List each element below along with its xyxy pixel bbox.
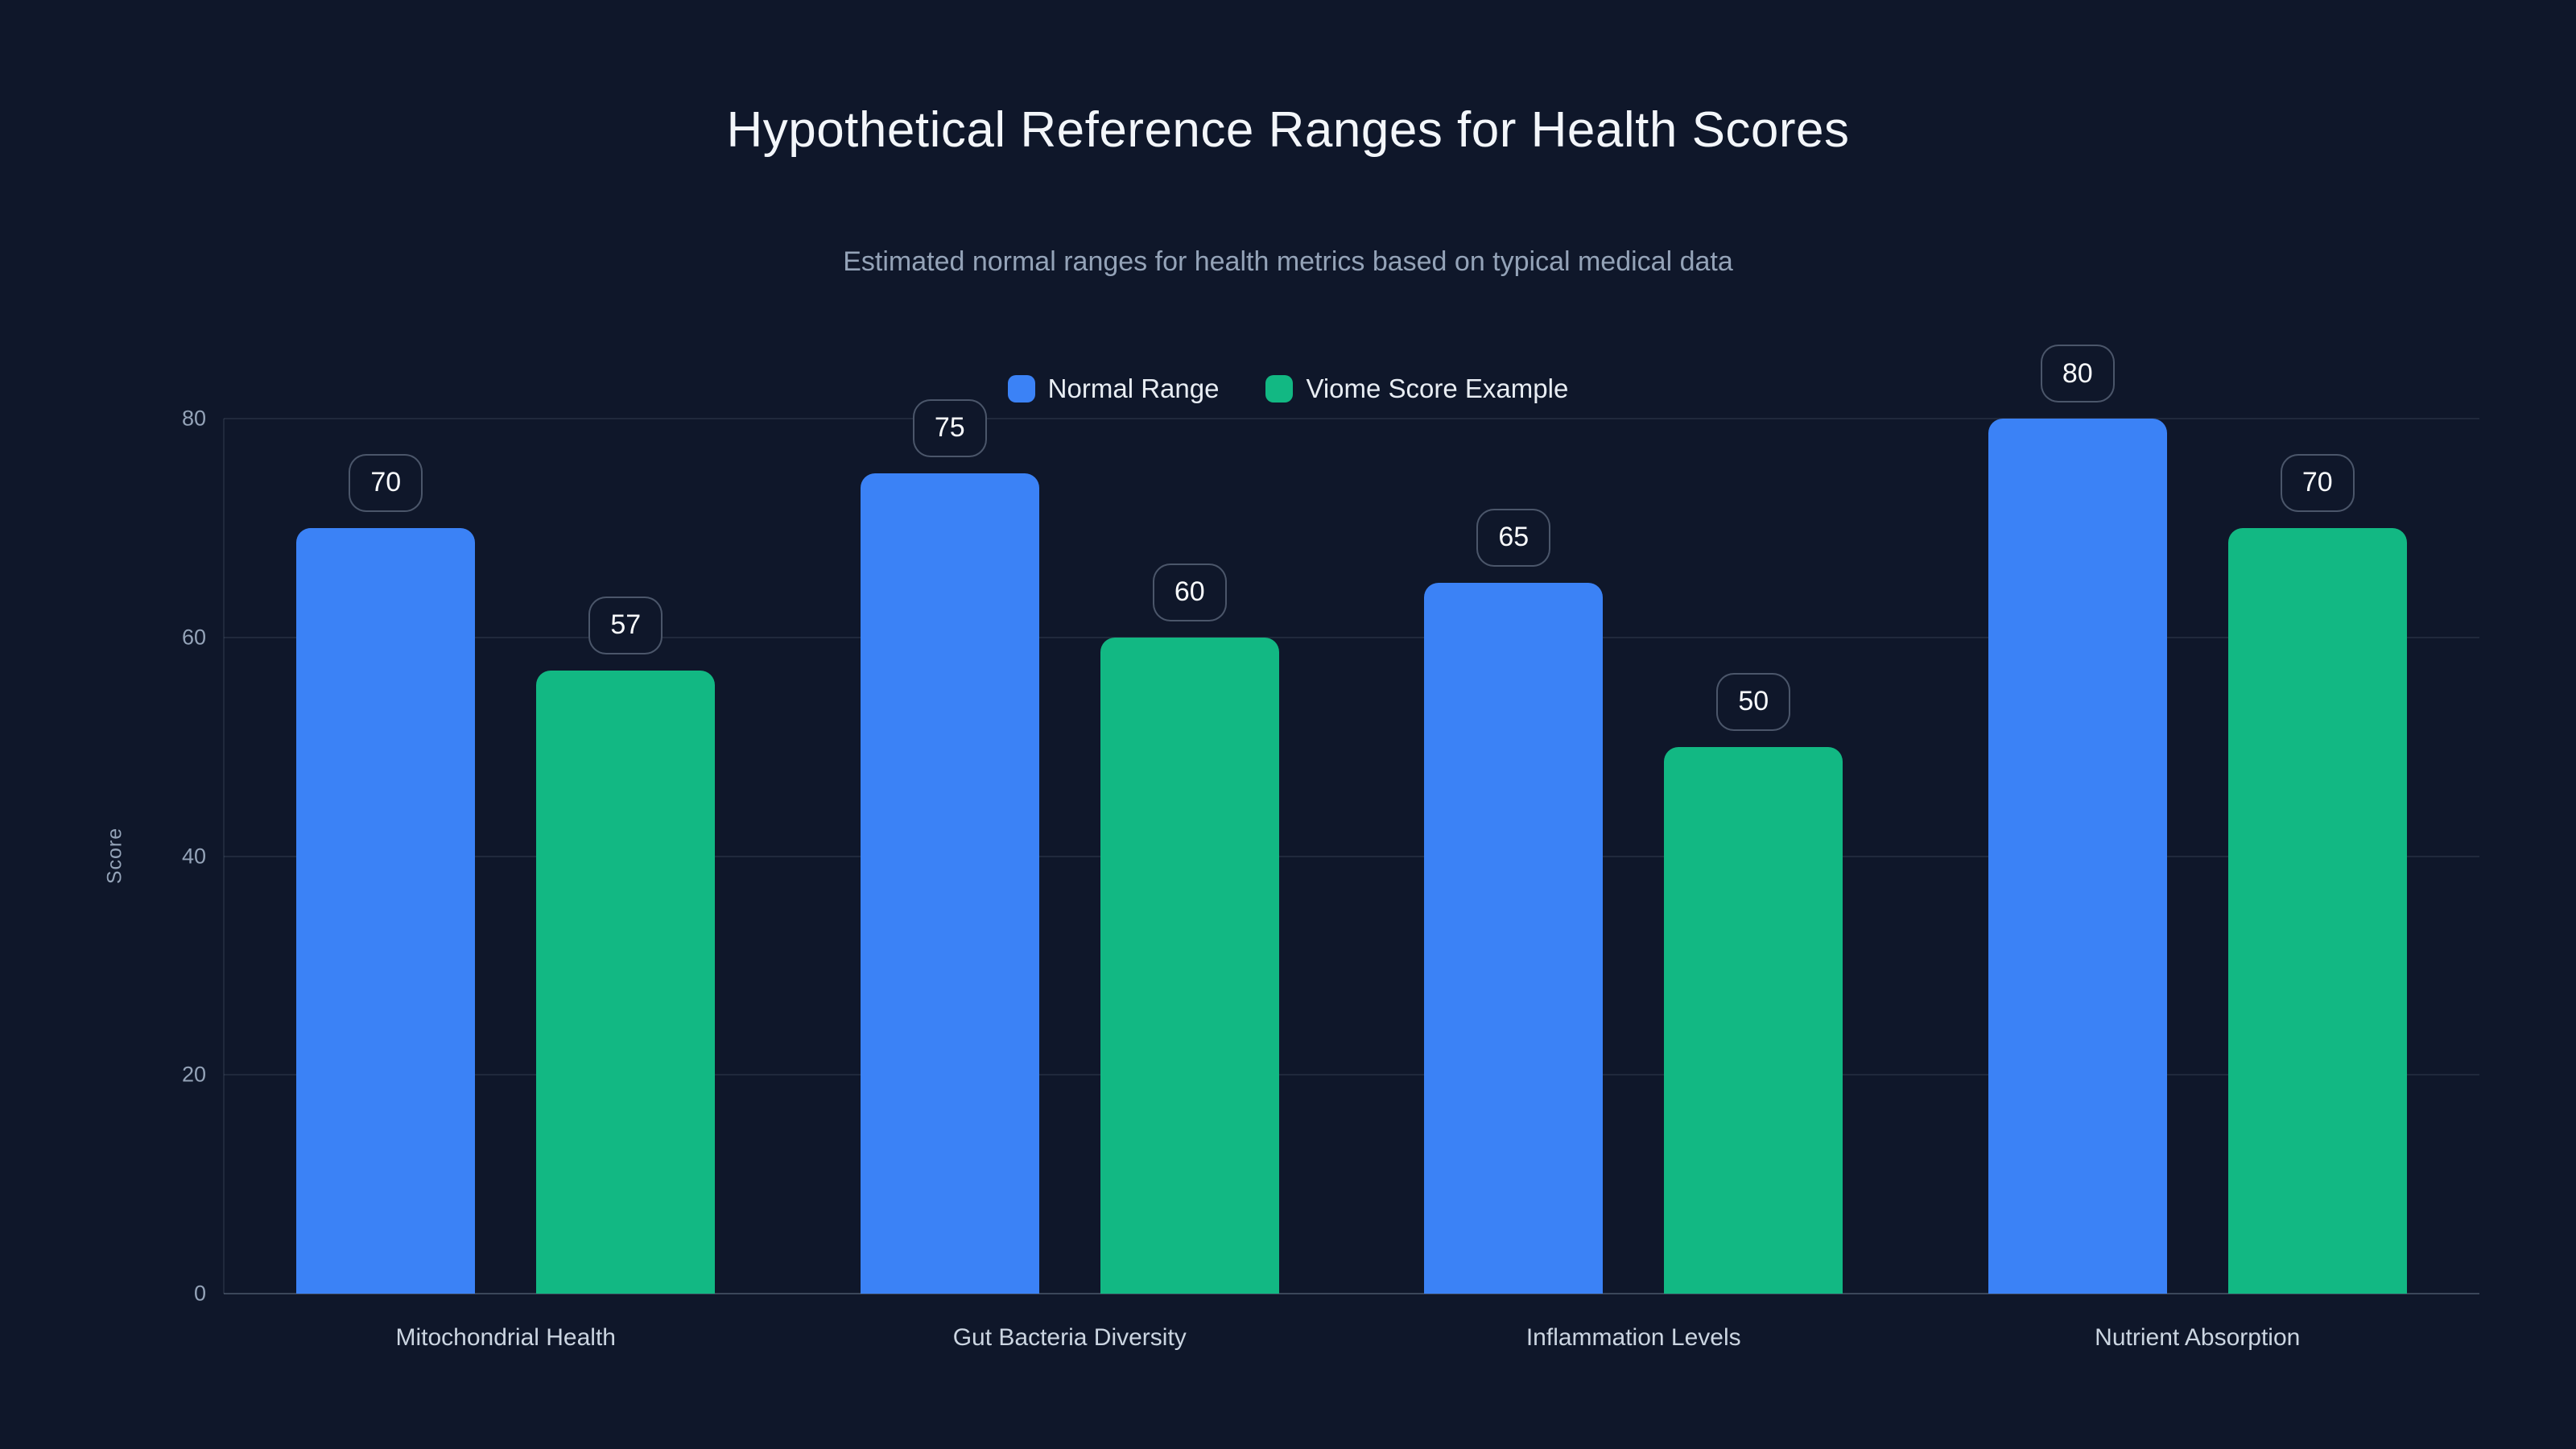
y-tick-label: 60 — [181, 625, 206, 650]
value-badge: 70 — [2280, 453, 2355, 512]
bar[interactable] — [2227, 527, 2407, 1294]
value-badge: 65 — [1476, 508, 1551, 567]
bar[interactable] — [536, 670, 716, 1294]
category-label: Inflammation Levels — [1525, 1324, 1741, 1351]
grid-line — [224, 418, 2479, 419]
y-tick-label: 40 — [181, 844, 206, 868]
y-tick-label: 20 — [181, 1062, 206, 1087]
category-label: Mitochondrial Health — [395, 1324, 616, 1351]
value-badge: 75 — [912, 398, 987, 457]
value-badge: 70 — [349, 453, 423, 512]
bar[interactable] — [1424, 582, 1604, 1294]
value-badge: 50 — [1716, 672, 1791, 731]
value-badge: 80 — [2040, 345, 2115, 402]
bar[interactable] — [1100, 637, 1279, 1294]
grid-line — [224, 636, 2479, 638]
category-label: Gut Bacteria Diversity — [952, 1324, 1187, 1351]
y-tick-label: 0 — [193, 1281, 206, 1306]
legend-swatch-blue-icon — [1007, 375, 1035, 402]
value-badge: 57 — [588, 596, 663, 654]
chart-title: Hypothetical Reference Ranges for Health… — [726, 102, 1850, 158]
legend-swatch-green-icon — [1265, 375, 1294, 402]
x-axis-baseline — [224, 1293, 2479, 1294]
legend-item-normal-range[interactable]: Normal Range — [1007, 374, 1220, 404]
legend-label: Viome Score Example — [1306, 374, 1569, 403]
bar[interactable] — [1988, 419, 2167, 1294]
bar[interactable] — [1664, 746, 1843, 1294]
bar[interactable] — [860, 473, 1039, 1294]
y-axis-line — [223, 419, 225, 1294]
legend: Normal Range Viome Score Example — [0, 374, 2576, 404]
chart-subtitle: Estimated normal ranges for health metri… — [843, 246, 1733, 277]
category-label: Nutrient Absorption — [2095, 1324, 2301, 1351]
legend-item-viome-score[interactable]: Viome Score Example — [1265, 374, 1568, 404]
grid-line — [224, 855, 2479, 857]
grid-line — [224, 1074, 2479, 1076]
bar[interactable] — [296, 527, 476, 1294]
value-badge: 60 — [1152, 563, 1227, 621]
y-tick-label: 80 — [181, 406, 206, 431]
legend-label: Normal Range — [1047, 374, 1220, 403]
